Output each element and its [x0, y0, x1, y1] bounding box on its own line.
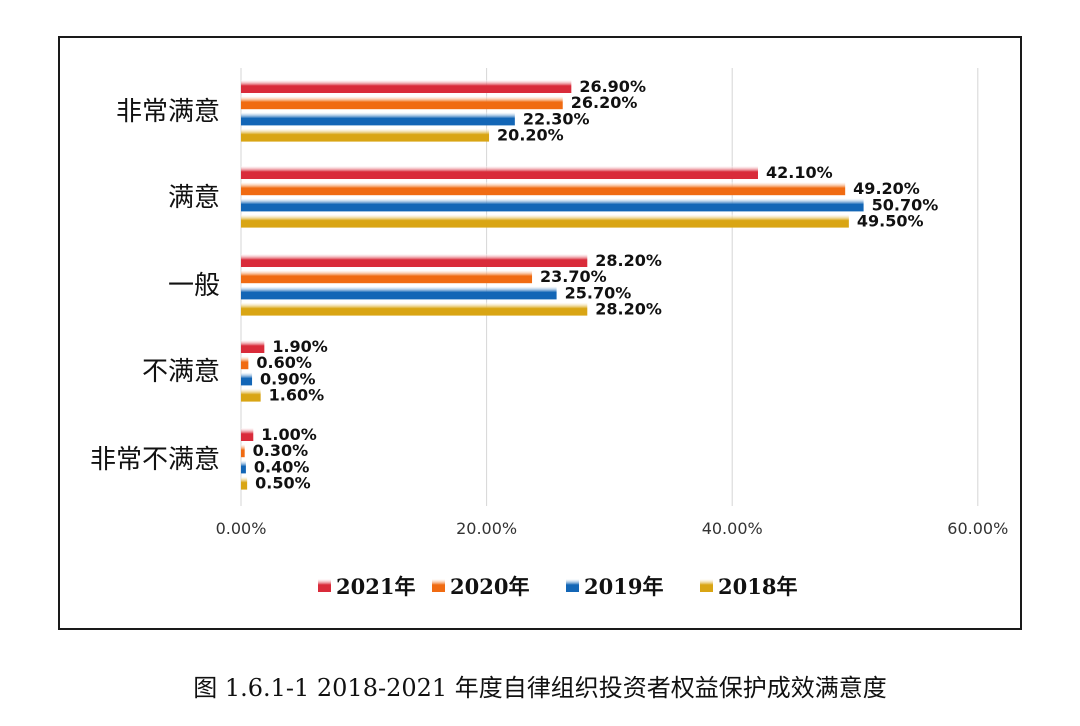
data-label: 25.70%	[565, 283, 632, 302]
data-label: 0.60%	[256, 353, 312, 372]
data-label: 28.20%	[595, 251, 662, 270]
bar	[241, 166, 758, 179]
category-label: 满意	[168, 183, 220, 213]
data-label: 49.50%	[857, 212, 924, 231]
bar	[241, 460, 246, 474]
bar	[241, 356, 249, 370]
data-label: 1.60%	[269, 386, 325, 405]
legend-swatch	[700, 579, 713, 592]
category-label: 不满意	[142, 357, 220, 387]
data-label: 23.70%	[540, 267, 607, 286]
data-label: 20.20%	[497, 126, 564, 145]
x-tick-label: 0.00%	[216, 519, 267, 538]
bar	[241, 444, 245, 458]
data-label: 0.30%	[253, 441, 309, 460]
bar	[241, 302, 588, 316]
bar	[241, 254, 588, 267]
bar	[241, 270, 533, 284]
x-tick-label: 60.00%	[947, 519, 1008, 538]
data-label: 42.10%	[766, 163, 833, 182]
data-label: 49.20%	[853, 179, 920, 198]
category-label: 非常不满意	[90, 445, 220, 475]
legend-swatch	[566, 579, 579, 592]
legend-swatch	[432, 579, 445, 592]
bar	[241, 476, 248, 490]
bar	[241, 388, 261, 402]
legend-label: 2019年	[584, 574, 663, 599]
bar	[241, 428, 254, 441]
bar	[241, 372, 253, 386]
data-label: 26.20%	[571, 93, 638, 112]
legend-label: 2018年	[718, 574, 797, 599]
legend-label: 2021年	[336, 574, 415, 599]
bar	[241, 80, 572, 93]
x-tick-label: 40.00%	[702, 519, 763, 538]
data-label: 0.40%	[254, 457, 310, 476]
data-label: 26.90%	[579, 77, 646, 96]
data-label: 1.90%	[272, 337, 328, 356]
bar	[241, 128, 490, 142]
data-label: 1.00%	[261, 425, 317, 444]
category-label: 一般	[168, 271, 220, 301]
figure-caption: 图 1.6.1-1 2018-2021 年度自律组织投资者权益保护成效满意度	[193, 674, 887, 702]
legend-label: 2020年	[450, 574, 529, 599]
bar	[241, 198, 864, 212]
bar	[241, 214, 849, 228]
x-tick-label: 20.00%	[456, 519, 517, 538]
data-label: 22.30%	[523, 109, 590, 128]
bar-chart: 0.00% 20.00% 40.00% 60.00%非常满意26.90%26.20%2…	[90, 68, 1008, 599]
bar	[241, 96, 563, 110]
legend-swatch	[318, 579, 331, 592]
bar	[241, 340, 265, 353]
bar	[241, 112, 515, 126]
data-label: 0.50%	[255, 474, 311, 493]
bar	[241, 182, 846, 196]
data-label: 0.90%	[260, 369, 316, 388]
data-label: 28.20%	[595, 300, 662, 319]
bar	[241, 286, 557, 300]
data-label: 50.70%	[872, 195, 939, 214]
chart-frame: 0.00% 20.00% 40.00% 60.00% 非常满意 26.90% 26.20% 2…	[58, 36, 1022, 630]
category-label: 非常满意	[116, 97, 220, 127]
